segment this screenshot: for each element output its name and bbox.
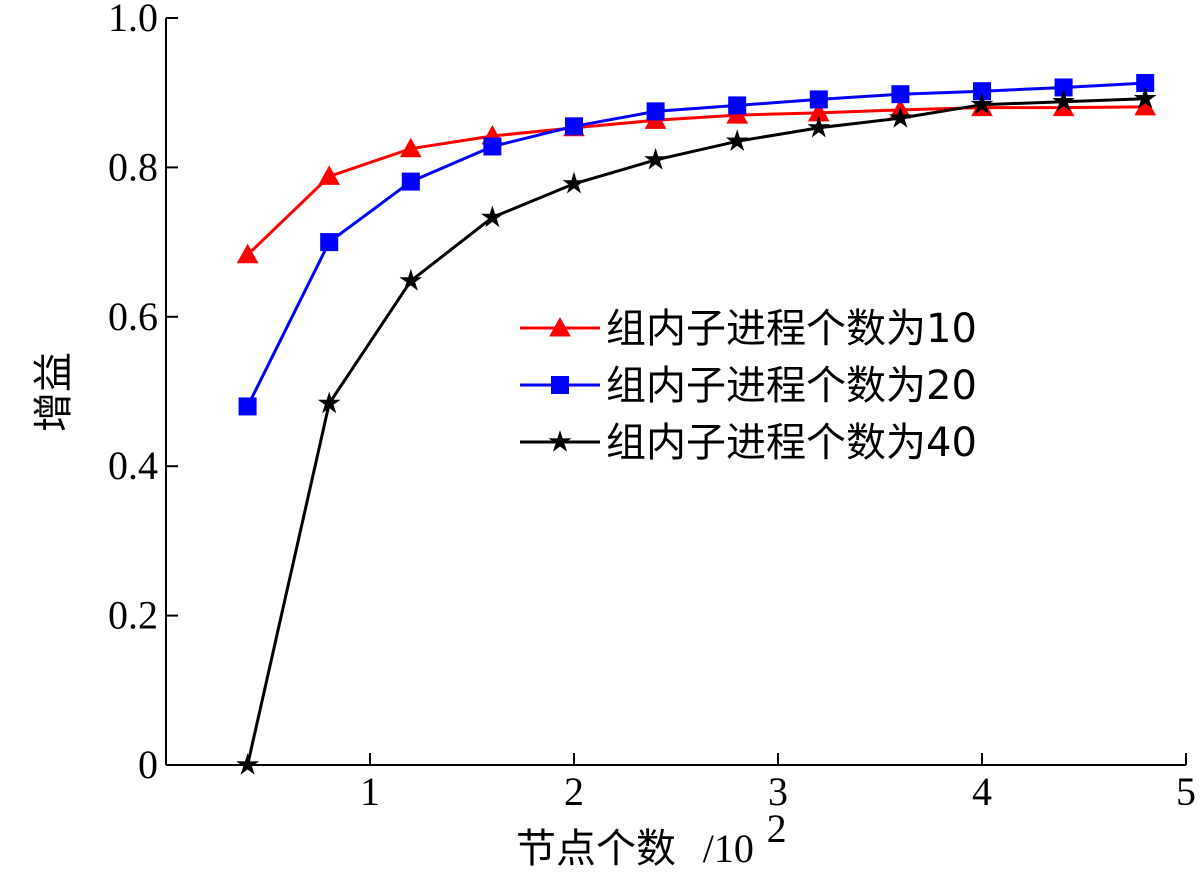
data-point (644, 147, 667, 170)
legend-label: 组内子进程个数为40 (606, 420, 977, 466)
series-2 (238, 73, 1155, 416)
data-point (236, 753, 259, 775)
y-tick-label: 0.6 (108, 294, 158, 339)
x-axis-title: 节点个数 /10 2 (516, 806, 787, 872)
legend-swatch-marker (548, 430, 572, 452)
series-layer (236, 73, 1157, 775)
data-point (236, 243, 259, 264)
data-point (891, 85, 910, 104)
x-axis-title-main: 节点个数 (516, 826, 676, 872)
y-tick-label: 0.8 (108, 144, 158, 189)
legend-label: 组内子进程个数为20 (606, 363, 977, 409)
legend: 组内子进程个数为10 组内子进程个数为20 组内子进程个数为40 (520, 306, 977, 466)
data-point (809, 90, 828, 109)
data-point (401, 172, 420, 191)
data-point (320, 233, 339, 252)
data-point (318, 165, 341, 185)
y-tick-label: 1.0 (108, 0, 158, 40)
data-point (481, 205, 504, 228)
x-axis-title-unit-exponent: 2 (767, 806, 787, 851)
legend-swatch-marker (551, 376, 569, 394)
x-axis-title-unit: /10 (703, 826, 754, 871)
x-tick-label: 4 (972, 769, 992, 814)
legend-swatch-marker (549, 316, 571, 337)
y-tick-label: 0.4 (108, 443, 158, 488)
series-1 (236, 95, 1157, 264)
data-point (889, 106, 912, 128)
legend-label: 组内子进程个数为10 (606, 306, 977, 352)
data-point (970, 92, 994, 115)
data-point (565, 117, 583, 136)
series-3 (236, 86, 1157, 775)
data-point (399, 268, 423, 291)
y-tick-label: 0.2 (108, 593, 158, 638)
x-tick-label: 5 (1176, 769, 1196, 814)
data-point (1136, 73, 1155, 92)
data-point (1054, 78, 1073, 97)
legend-entry: 组内子进程个数为20 (520, 363, 977, 409)
data-point (399, 137, 422, 158)
data-point (725, 129, 749, 151)
series-line (246, 97, 1146, 766)
y-tick-label: 0 (138, 742, 158, 787)
data-point (646, 102, 665, 121)
series-line (246, 105, 1146, 256)
data-point (562, 171, 586, 194)
data-point (728, 96, 747, 115)
data-point (317, 391, 341, 414)
data-point (807, 115, 831, 138)
x-tick-label: 2 (564, 769, 584, 814)
legend-entry: 组内子进程个数为10 (520, 306, 977, 352)
data-point (1052, 89, 1075, 112)
legend-entry: 组内子进程个数为40 (520, 420, 977, 466)
x-tick-label: 3 (768, 769, 788, 814)
data-point (238, 397, 257, 416)
ticks: 0 0.2 0.4 0.6 0.8 1.0 1 2 3 4 5 (108, 0, 1196, 814)
data-point (483, 137, 502, 156)
data-point (1133, 86, 1157, 109)
series-line (246, 81, 1146, 408)
x-tick-label: 1 (360, 769, 380, 814)
data-point (973, 82, 991, 101)
axes (165, 18, 1186, 766)
y-axis-title: 增益 (31, 352, 77, 432)
